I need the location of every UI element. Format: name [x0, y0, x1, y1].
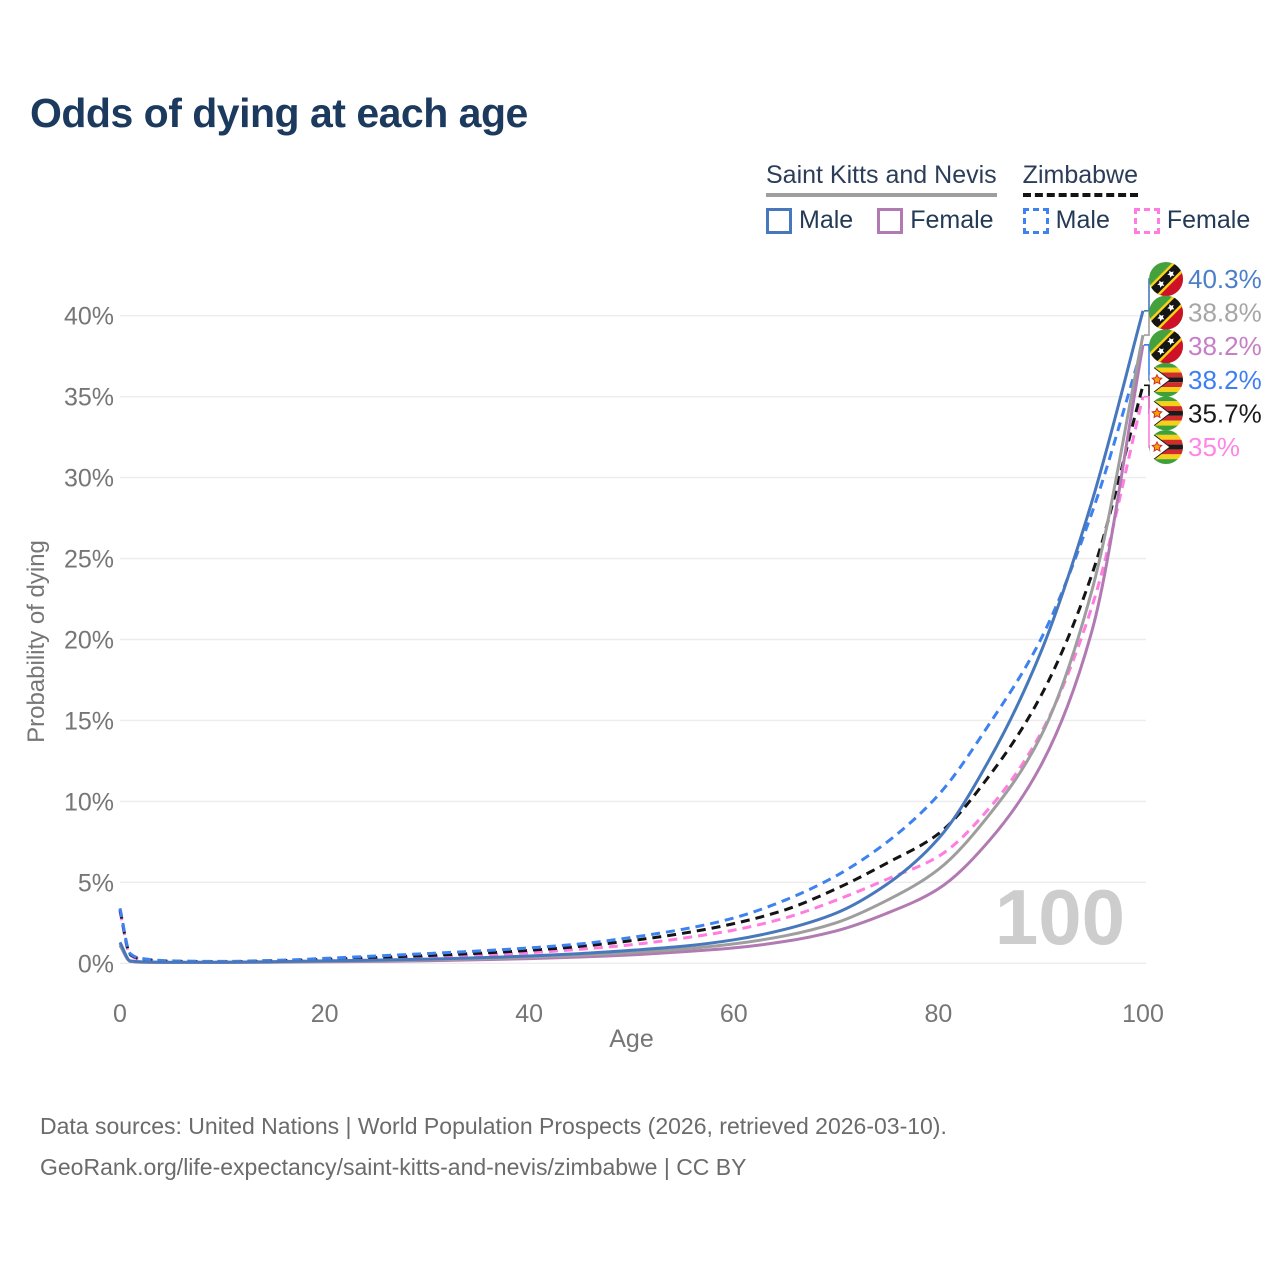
series-line-zimbabwe-female[interactable]: [118, 396, 1145, 964]
legend-item-label: Male: [799, 206, 854, 234]
legend-item-zw-female[interactable]: Female: [1133, 206, 1251, 235]
legend-heading-zimbabwe[interactable]: Zimbabwe: [1022, 161, 1138, 197]
svg-text:40: 40: [515, 1000, 543, 1028]
svg-text:0: 0: [113, 1000, 127, 1028]
legend-item-label: Female: [1166, 206, 1251, 234]
legend-item-skn-male[interactable]: Male: [766, 206, 853, 235]
chart-legend: Saint Kitts and Nevis Male Female Zimbab…: [766, 161, 1250, 235]
series-line-saint-kitts-and-nevis-female[interactable]: [118, 344, 1145, 964]
legend-group-saint-kitts-and-nevis: Saint Kitts and Nevis Male Female: [766, 161, 997, 235]
svg-text:60: 60: [720, 1000, 748, 1028]
svg-text:Age: Age: [609, 1025, 653, 1053]
skn-female-swatch-icon: [877, 207, 904, 234]
footer-attribution-link[interactable]: GeoRank.org/life-expectancy/saint-kitts-…: [40, 1154, 747, 1180]
footer: Data sources: United Nations | World Pop…: [40, 1106, 947, 1188]
zw-female-swatch-icon: [1133, 207, 1160, 234]
flag-zw-icon: [1149, 430, 1183, 464]
legend-item-zw-male[interactable]: Male: [1022, 206, 1110, 235]
series-line-saint-kitts-and-nevis-male[interactable]: [118, 310, 1145, 964]
gridlines: [120, 315, 1146, 964]
legend-item-label: Male: [1055, 206, 1110, 234]
flag-skn-icon: [1147, 260, 1185, 298]
flag-skn-icon: [1147, 294, 1185, 332]
svg-text:15%: 15%: [64, 707, 114, 735]
series-line-saint-kitts-and-nevis-all[interactable]: [118, 334, 1145, 965]
end-label-saint-kitts-and-nevis-female: 38.2%: [1188, 331, 1262, 361]
svg-text:0%: 0%: [78, 950, 114, 978]
svg-text:80: 80: [924, 1000, 952, 1028]
svg-text:20%: 20%: [64, 627, 114, 655]
svg-text:5%: 5%: [78, 869, 114, 897]
svg-text:25%: 25%: [64, 546, 114, 574]
flag-skn-icon: [1147, 327, 1185, 365]
legend-heading-saint-kitts-and-nevis[interactable]: Saint Kitts and Nevis: [766, 161, 997, 197]
svg-text:100: 100: [1122, 1000, 1164, 1028]
zw-male-swatch-icon: [1022, 207, 1049, 234]
svg-text:30%: 30%: [64, 465, 114, 493]
end-value-labels: 40.3%38.8%38.2%38.2%35.7%35%: [1144, 260, 1262, 464]
svg-text:35%: 35%: [64, 384, 114, 412]
skn-male-swatch-icon: [766, 207, 792, 234]
end-label-zimbabwe-female: 35%: [1188, 432, 1240, 462]
footer-data-sources: Data sources: United Nations | World Pop…: [40, 1113, 947, 1139]
end-label-saint-kitts-and-nevis-male: 40.3%: [1188, 264, 1262, 294]
page-title: Odds of dying at each age: [30, 90, 528, 136]
series-line-zimbabwe-all[interactable]: [118, 384, 1145, 964]
end-label-saint-kitts-and-nevis-all: 38.8%: [1188, 298, 1262, 328]
data-series: [118, 310, 1145, 965]
flag-zw-icon: [1149, 396, 1183, 430]
end-label-zimbabwe-male: 38.2%: [1188, 365, 1262, 395]
svg-text:20: 20: [311, 1000, 339, 1028]
legend-group-zimbabwe: Zimbabwe Male Female: [1022, 161, 1251, 235]
svg-text:100: 100: [995, 873, 1125, 961]
series-line-zimbabwe-male[interactable]: [118, 344, 1145, 963]
legend-item-skn-female[interactable]: Female: [877, 206, 994, 235]
axis-labels: 0% 5% 10% 15% 20% 25% 30% 35% 40% 0 20 40 60 80 100 Age…: [23, 303, 1164, 1053]
legend-item-label: Female: [910, 206, 994, 234]
svg-text:10%: 10%: [64, 788, 114, 816]
end-label-zimbabwe-all: 35.7%: [1188, 398, 1262, 428]
flag-zw-icon: [1149, 363, 1183, 397]
y-axis-title: Probability of dying: [23, 540, 50, 743]
watermark: 100: [995, 873, 1125, 961]
svg-text:40%: 40%: [64, 303, 114, 331]
